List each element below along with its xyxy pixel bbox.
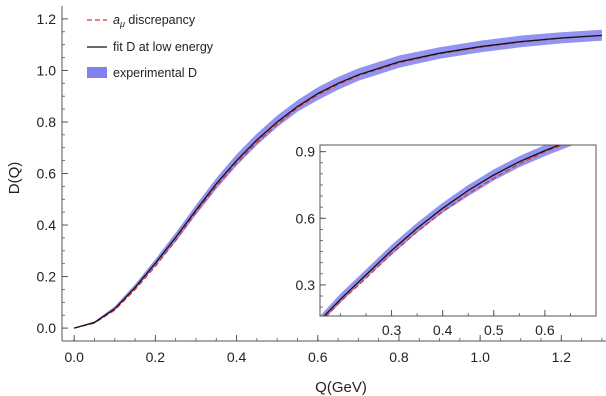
x-tick-label: 0.2	[146, 349, 166, 365]
x-tick-label: 1.2	[552, 349, 572, 365]
y-tick-label: 0.0	[37, 320, 57, 336]
main-line-layer	[74, 34, 602, 329]
inset-line-fit	[323, 145, 561, 316]
inset-x-tick-label: 0.6	[535, 322, 555, 338]
main-band-experimental	[74, 29, 602, 329]
legend-label-experimental: experimental D	[113, 66, 197, 80]
inset-y-tick-label: 0.9	[296, 144, 316, 160]
legend-discrepancy-text: discrepancy	[125, 13, 196, 27]
legend-label-fit: fit D at low energy	[113, 40, 214, 54]
x-tick-label: 0.6	[308, 349, 328, 365]
inset-line-discrepancy	[325, 145, 564, 316]
y-tick-label: 1.2	[37, 11, 57, 27]
x-tick-label: 0.4	[227, 349, 247, 365]
inset-x-tick-label: 0.5	[484, 322, 504, 338]
legend: aμ discrepancy fit D at low energy exper…	[87, 13, 214, 80]
legend-a-symbol: a	[113, 13, 120, 27]
main-line-fit	[74, 34, 602, 329]
y-tick-label: 0.6	[37, 166, 57, 182]
main-ticks: 0.0 0.2 0.4 0.6 0.8 1.0 1.2 0.0 0.2 0.4 0.6 0.8 1.0 1…	[37, 11, 603, 365]
legend-swatch-band	[87, 67, 107, 78]
inset-frame	[319, 144, 597, 317]
inset-plot: 0.3 0.4 0.5 0.6 0.3 0.6 0.9	[296, 144, 597, 338]
inset-background	[320, 145, 596, 316]
x-tick-label: 0.0	[64, 349, 84, 365]
y-tick-label: 0.4	[37, 217, 57, 233]
inset-y-tick-label: 0.6	[296, 210, 316, 226]
y-tick-label: 1.0	[37, 62, 57, 78]
main-band-layer	[74, 29, 602, 329]
x-tick-label: 0.8	[389, 349, 409, 365]
x-tick-label: 1.0	[470, 349, 490, 365]
main-plot: 0.0 0.2 0.4 0.6 0.8 1.0 1.2 0.0 0.2 0.4 0.6 0.8 1.0 1…	[6, 6, 606, 396]
legend-mu-subscript: μ	[119, 19, 125, 29]
y-axis-title: D(Q)	[6, 162, 23, 195]
legend-label-discrepancy: aμ discrepancy	[113, 13, 196, 29]
inset-x-tick-label: 0.4	[433, 322, 453, 338]
y-tick-label: 0.8	[37, 114, 57, 130]
inset-y-tick-label: 0.3	[296, 277, 316, 293]
inset-line-layer	[323, 145, 564, 316]
y-tick-label: 0.2	[37, 269, 57, 285]
inset-x-tick-label: 0.3	[382, 322, 402, 338]
x-axis-title: Q(GeV)	[315, 379, 367, 396]
inset-ticks: 0.3 0.4 0.5 0.6 0.3 0.6 0.9	[296, 144, 597, 338]
